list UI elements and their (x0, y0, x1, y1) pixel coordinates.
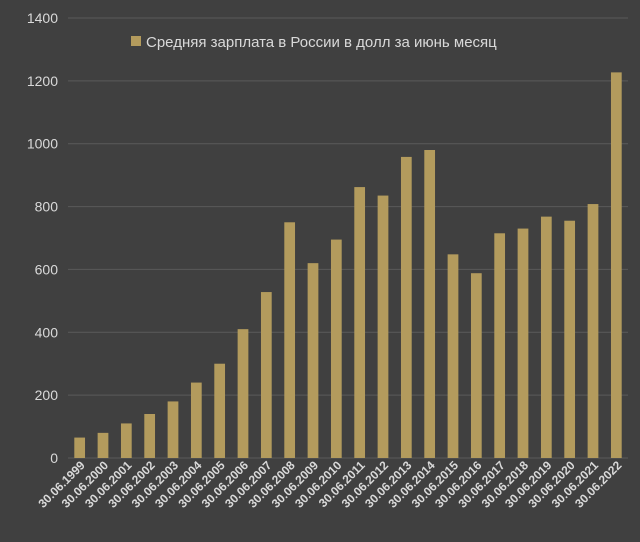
bar (307, 263, 319, 458)
bar (167, 401, 179, 458)
bar (517, 228, 529, 458)
y-tick-label: 200 (35, 387, 59, 403)
y-tick-label: 400 (35, 324, 59, 340)
bar (354, 187, 366, 459)
y-tick-label: 600 (35, 261, 59, 277)
bar (260, 292, 272, 458)
bar (494, 233, 506, 458)
legend-swatch (131, 36, 141, 46)
bar (97, 432, 109, 458)
y-tick-label: 800 (35, 199, 59, 215)
legend: Средняя зарплата в России в долл за июнь… (131, 34, 497, 51)
gridlines (68, 17, 628, 459)
bar (214, 363, 226, 458)
legend-label: Средняя зарплата в России в долл за июнь… (146, 34, 497, 51)
bar (470, 273, 482, 458)
bar (377, 195, 389, 459)
bars (74, 72, 622, 459)
bar (540, 216, 552, 458)
bar (120, 423, 132, 458)
y-tick-label: 0 (50, 450, 58, 466)
bar (400, 156, 412, 458)
bar (587, 204, 599, 458)
bar (237, 329, 249, 458)
y-axis-ticks: 0 200 400 600 800 1000 1200 1400 (27, 10, 58, 466)
bar (144, 414, 156, 458)
y-tick-label: 1000 (27, 136, 58, 152)
y-tick-label: 1400 (27, 10, 58, 26)
bar (74, 437, 86, 458)
y-tick-label: 1200 (27, 73, 58, 89)
x-axis-ticks: 30.06.199930.06.200030.06.200130.06.2002… (35, 458, 624, 511)
bar (564, 220, 576, 458)
bar (284, 222, 296, 458)
bar (190, 382, 202, 458)
bar (447, 254, 459, 458)
bar (330, 239, 342, 458)
bar (610, 72, 622, 458)
bar (424, 150, 436, 458)
